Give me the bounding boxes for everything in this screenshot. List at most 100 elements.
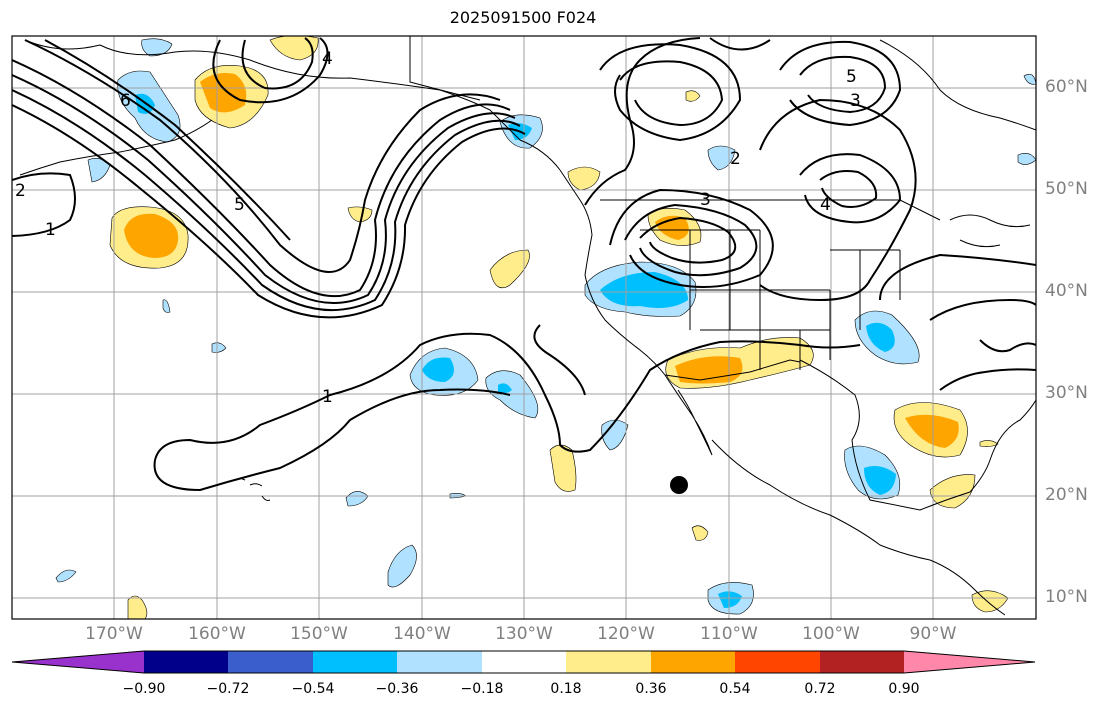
anomaly-negative-light [141, 38, 173, 57]
anomaly-negative-mid [422, 357, 454, 382]
contour-west-coast-low-3 [624, 203, 758, 277]
hawaii-islands [239, 477, 271, 501]
colorbar-swatch [820, 651, 904, 673]
lat-label-20n: 20°N [1045, 485, 1088, 505]
colorbar-tick: 0.54 [719, 681, 751, 697]
map-frame [11, 35, 1037, 620]
anomaly-negative-light [601, 419, 629, 451]
contour-west-coast-low-2 [609, 188, 774, 289]
us-mexico-border [664, 359, 801, 381]
colorbar-tick: −0.36 [375, 681, 419, 697]
contour-east-3 [759, 98, 917, 302]
contour-jet-3 [12, 89, 521, 312]
contour-label: 2 [15, 181, 26, 201]
colorbar-outline [11, 650, 1036, 674]
contour-west-1 [12, 172, 76, 237]
anomaly-positive-light [567, 166, 601, 191]
anomaly-positive-light [269, 36, 319, 61]
lon-label-100w: 100°W [802, 624, 860, 644]
anomaly-negative-light [387, 544, 417, 588]
colorbar-tick: −0.72 [206, 681, 250, 697]
hudson-bay-coast [879, 39, 1036, 131]
contour-hudson-2 [799, 55, 887, 114]
anomaly-positive-mid [124, 213, 179, 258]
colorbar-tick: −0.90 [122, 681, 166, 697]
lon-label-130w: 130°W [495, 624, 553, 644]
lon-label-150w: 150°W [290, 624, 348, 644]
alaska-canada-border [409, 36, 481, 101]
anomaly-positive-mid [675, 356, 743, 384]
contour-sub-3 [533, 324, 586, 396]
colorbar-swatch [651, 651, 735, 673]
colorbar [11, 650, 1036, 674]
lon-label-110w: 110°W [700, 624, 758, 644]
anomaly-positive-light [691, 525, 709, 541]
colorbar-swatch [313, 651, 397, 673]
lat-label-10n: 10°N [1045, 587, 1088, 607]
lat-label-30n: 30°N [1045, 383, 1088, 403]
colorbar-swatch [397, 651, 482, 673]
colorbar-swatch [228, 651, 313, 673]
contour-east-7 [979, 339, 1036, 353]
graticule [12, 36, 1036, 619]
anomaly-positive-light [489, 249, 530, 289]
contour-jet-6 [44, 39, 291, 241]
anomaly-negative-light [345, 491, 369, 507]
colorbar-tick: 0.36 [635, 681, 667, 697]
colorbar-tick: 0.72 [804, 681, 836, 697]
colorbar-swatch [144, 651, 228, 673]
anomaly-negative-mid [866, 322, 895, 352]
contour-canada-low-1 [599, 43, 742, 142]
storm-center-marker [670, 476, 688, 494]
contour-label: 2 [730, 149, 741, 169]
contour-label: 3 [850, 91, 861, 111]
shaded-anomalies [55, 36, 1036, 619]
colorbar-tick: 0.18 [550, 681, 582, 697]
anomaly-positive-mid [905, 414, 959, 448]
alaska-coast [24, 39, 561, 171]
gulf-coast [799, 359, 1036, 511]
lat-label-40n: 40°N [1045, 281, 1088, 301]
anomaly-positive-light [979, 440, 999, 447]
contour-sub-1 [154, 332, 861, 461]
lat-label-50n: 50°N [1045, 179, 1088, 199]
us-west-coast [584, 274, 666, 376]
contour-alaska-low-2 [241, 37, 314, 90]
anomaly-negative-mid [498, 383, 512, 394]
colorbar-tick: −0.54 [291, 681, 335, 697]
anomaly-negative-mid [864, 466, 896, 495]
contour-labels: 1 1 2 2 3 3 4 4 5 5 6 [15, 49, 861, 407]
contour-jet-5 [24, 39, 501, 273]
anomaly-positive-light [971, 590, 1009, 613]
contour-east-4 [879, 253, 1036, 301]
anomaly-negative-mid [718, 591, 742, 608]
contour-label: 4 [322, 49, 333, 69]
anomaly-positive-mid [200, 73, 247, 113]
contour-sub-2 [153, 388, 511, 492]
colorbar-swatch [566, 651, 651, 673]
lon-label-160w: 160°W [188, 624, 246, 644]
lon-label-90w: 90°W [909, 624, 957, 644]
contour-jet-4 [12, 104, 526, 319]
lon-label-140w: 140°W [393, 624, 451, 644]
contours [12, 37, 1036, 492]
colorbar-swatch [735, 651, 820, 673]
colorbar-tick: −0.18 [460, 681, 504, 697]
contour-label: 3 [700, 190, 711, 210]
contour-label: 6 [120, 91, 131, 111]
contour-west-coast-low-4 [639, 216, 737, 264]
aleutian-islands [19, 119, 213, 176]
lat-label-60n: 60°N [1045, 77, 1088, 97]
contour-label: 1 [322, 387, 333, 407]
contour-upper-right [709, 37, 771, 51]
colorbar-extend-high [904, 651, 1035, 673]
colorbar-tick: 0.90 [888, 681, 920, 697]
contour-jet-2 [12, 74, 516, 304]
contour-east-1 [799, 153, 902, 224]
contour-jet-1 [12, 59, 511, 298]
contour-hudson-1 [779, 40, 902, 127]
anomaly-negative-light [1023, 73, 1036, 85]
contour-label: 4 [820, 195, 831, 215]
contour-label: 5 [846, 67, 857, 87]
